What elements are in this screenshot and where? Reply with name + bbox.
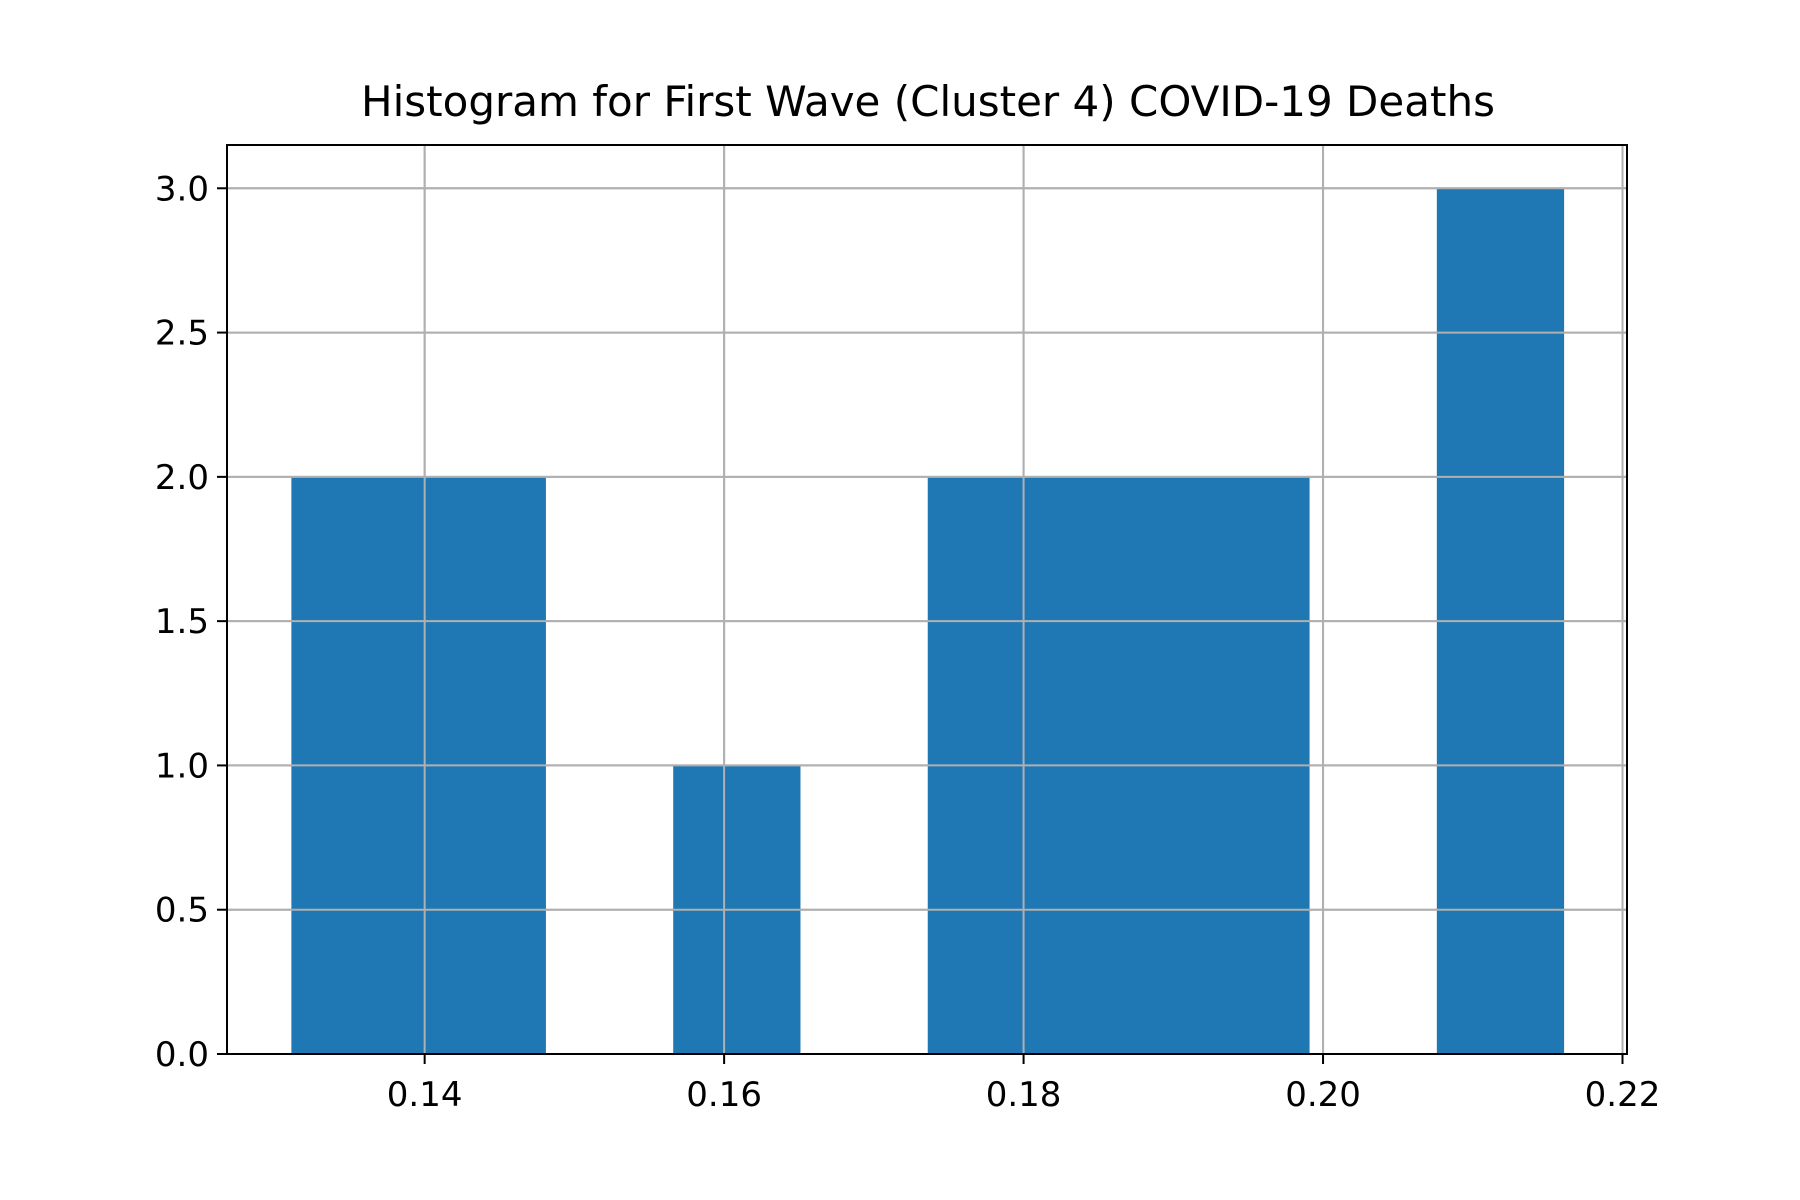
x-axis: 0.14 0.16 0.18 0.20 0.22	[387, 1054, 1661, 1115]
y-tick-label: 1.5	[155, 602, 209, 642]
y-tick-label: 0.5	[155, 891, 209, 931]
x-tick-label: 0.16	[686, 1075, 762, 1115]
x-tick-label: 0.20	[1285, 1075, 1361, 1115]
y-tick-label: 2.5	[155, 314, 209, 354]
x-tick-label: 0.14	[387, 1075, 463, 1115]
y-tick-label: 0.0	[155, 1035, 209, 1075]
y-axis: 0.0 0.5 1.0 1.5 2.0 2.5 3.0	[155, 169, 227, 1075]
y-tick-label: 2.0	[155, 458, 209, 498]
y-tick-label: 1.0	[155, 746, 209, 786]
plot-area-frame	[226, 144, 1628, 1055]
x-tick-label: 0.18	[986, 1075, 1062, 1115]
chart-title: Histogram for First Wave (Cluster 4) COV…	[361, 77, 1495, 126]
y-tick-label: 3.0	[155, 169, 209, 209]
x-tick-label: 0.22	[1585, 1075, 1661, 1115]
